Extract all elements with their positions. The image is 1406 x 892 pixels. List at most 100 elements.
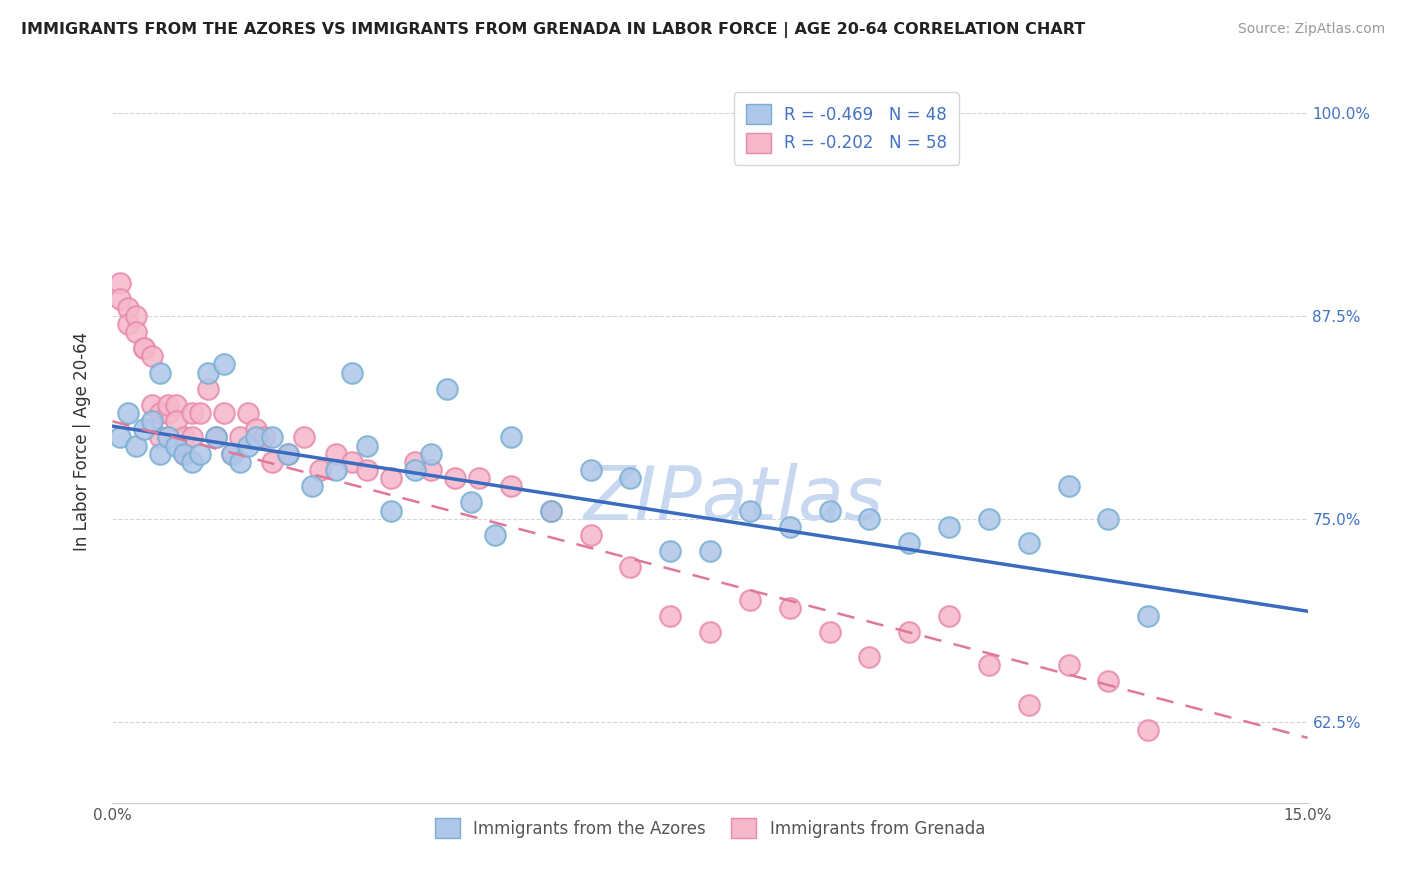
Point xyxy=(579,528,602,542)
Point xyxy=(134,341,156,355)
Point xyxy=(484,528,506,542)
Point xyxy=(779,601,801,615)
Point xyxy=(404,455,426,469)
Point xyxy=(1018,536,1040,550)
Point xyxy=(1057,657,1080,672)
Point xyxy=(356,463,378,477)
Point xyxy=(1137,609,1160,624)
Text: IMMIGRANTS FROM THE AZORES VS IMMIGRANTS FROM GRENADA IN LABOR FORCE | AGE 20-64: IMMIGRANTS FROM THE AZORES VS IMMIGRANTS… xyxy=(21,22,1085,38)
Point xyxy=(540,503,562,517)
Point xyxy=(197,366,219,380)
Point xyxy=(149,430,172,444)
Point xyxy=(205,430,228,444)
Point xyxy=(858,511,880,525)
Point xyxy=(898,625,921,640)
Point xyxy=(292,430,315,444)
Point xyxy=(444,471,467,485)
Point xyxy=(277,447,299,461)
Point xyxy=(117,317,139,331)
Point xyxy=(779,520,801,534)
Point xyxy=(277,447,299,461)
Point xyxy=(110,277,132,291)
Point xyxy=(340,455,363,469)
Point xyxy=(818,503,841,517)
Point xyxy=(173,447,195,461)
Point xyxy=(404,463,426,477)
Point xyxy=(938,520,960,534)
Point xyxy=(157,398,180,412)
Point xyxy=(468,471,491,485)
Point xyxy=(301,479,323,493)
Point xyxy=(738,592,761,607)
Point xyxy=(125,325,148,339)
Point xyxy=(898,536,921,550)
Point xyxy=(149,366,172,380)
Point xyxy=(380,471,402,485)
Text: Source: ZipAtlas.com: Source: ZipAtlas.com xyxy=(1237,22,1385,37)
Point xyxy=(245,422,267,436)
Y-axis label: In Labor Force | Age 20-64: In Labor Force | Age 20-64 xyxy=(73,332,91,551)
Point xyxy=(619,471,641,485)
Point xyxy=(141,398,163,412)
Point xyxy=(157,406,180,420)
Point xyxy=(221,447,243,461)
Point xyxy=(977,511,1000,525)
Point xyxy=(260,430,283,444)
Point xyxy=(579,463,602,477)
Point xyxy=(110,430,132,444)
Point xyxy=(253,430,276,444)
Point xyxy=(699,544,721,558)
Point xyxy=(181,455,204,469)
Point xyxy=(125,439,148,453)
Point xyxy=(858,649,880,664)
Point xyxy=(188,447,211,461)
Point xyxy=(149,447,172,461)
Point xyxy=(1018,698,1040,713)
Point xyxy=(141,414,163,428)
Point xyxy=(141,349,163,363)
Point xyxy=(205,430,228,444)
Point xyxy=(499,430,522,444)
Point xyxy=(1137,723,1160,737)
Point xyxy=(236,406,259,420)
Point xyxy=(977,657,1000,672)
Point xyxy=(245,430,267,444)
Point xyxy=(738,503,761,517)
Point xyxy=(212,358,235,372)
Point xyxy=(659,544,682,558)
Point xyxy=(117,406,139,420)
Point xyxy=(165,414,187,428)
Legend: Immigrants from the Azores, Immigrants from Grenada: Immigrants from the Azores, Immigrants f… xyxy=(429,812,991,845)
Point xyxy=(818,625,841,640)
Point xyxy=(221,447,243,461)
Point xyxy=(134,341,156,355)
Point xyxy=(165,398,187,412)
Point xyxy=(157,430,180,444)
Point xyxy=(325,463,347,477)
Point xyxy=(499,479,522,493)
Point xyxy=(117,301,139,315)
Point xyxy=(173,430,195,444)
Point xyxy=(212,406,235,420)
Point xyxy=(1057,479,1080,493)
Point xyxy=(356,439,378,453)
Point xyxy=(420,447,443,461)
Point xyxy=(181,430,204,444)
Point xyxy=(181,406,204,420)
Point xyxy=(380,503,402,517)
Point xyxy=(436,382,458,396)
Point xyxy=(420,463,443,477)
Point xyxy=(165,439,187,453)
Point xyxy=(1097,511,1119,525)
Point xyxy=(308,463,330,477)
Text: ZIPatlas: ZIPatlas xyxy=(583,463,884,535)
Point xyxy=(540,503,562,517)
Point xyxy=(173,447,195,461)
Point xyxy=(699,625,721,640)
Point xyxy=(188,406,211,420)
Point xyxy=(110,293,132,307)
Point xyxy=(619,560,641,574)
Point xyxy=(229,430,252,444)
Point xyxy=(125,309,148,323)
Point xyxy=(325,447,347,461)
